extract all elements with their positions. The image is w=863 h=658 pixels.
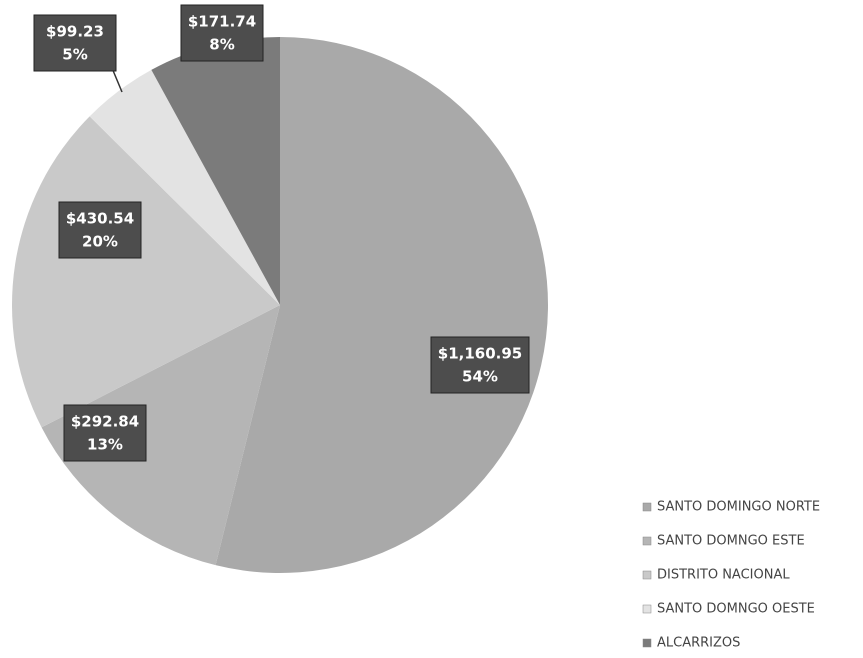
value-label: $430.54 xyxy=(66,210,134,228)
percent-label: 20% xyxy=(82,233,118,251)
legend-swatch xyxy=(642,638,652,648)
legend-swatch xyxy=(642,536,652,546)
legend-swatch xyxy=(642,604,652,614)
legend-swatch xyxy=(642,570,652,580)
legend-label: DISTRITO NACIONAL xyxy=(657,568,790,583)
value-label: $292.84 xyxy=(71,413,139,431)
label-box xyxy=(430,336,530,394)
value-label: $1,160.95 xyxy=(438,345,522,363)
pie-slice xyxy=(215,37,549,574)
legend-swatch xyxy=(642,502,652,512)
value-label: $171.74 xyxy=(188,13,256,31)
percent-label: 8% xyxy=(209,36,234,54)
legend-label: SANTO DOMNGO OESTE xyxy=(657,602,815,617)
label-box xyxy=(33,14,117,72)
pie-slice xyxy=(151,37,280,305)
label-box xyxy=(180,4,264,62)
pie-slice xyxy=(12,116,281,428)
legend-label: SANTO DOMNGO ESTE xyxy=(657,534,805,549)
percent-label: 13% xyxy=(87,436,123,454)
percent-label: 54% xyxy=(462,368,498,386)
percent-label: 5% xyxy=(62,46,87,64)
pie-slice xyxy=(41,305,280,566)
pie-slice xyxy=(89,69,280,306)
label-box xyxy=(63,404,147,462)
legend-label: SANTO DOMINGO NORTE xyxy=(657,500,820,515)
value-label: $99.23 xyxy=(46,23,104,41)
legend-label: ALCARRIZOS xyxy=(657,636,740,651)
label-box xyxy=(58,201,142,259)
leader-line xyxy=(111,67,123,93)
